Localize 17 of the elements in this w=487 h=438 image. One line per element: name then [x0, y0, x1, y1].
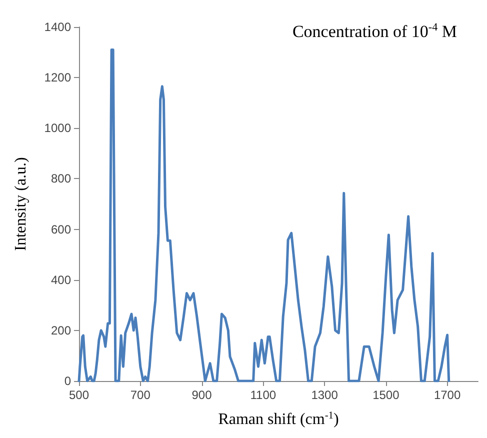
line-series — [78, 48, 450, 382]
y-tick-label: 800 — [50, 172, 72, 186]
y-tick-label: 200 — [50, 323, 72, 338]
x-tick-label: 1700 — [434, 388, 461, 402]
x-tick-label: 700 — [130, 388, 151, 402]
x-tick-label: 500 — [68, 388, 90, 402]
x-tick-label: 1500 — [372, 388, 400, 402]
x-tick-label: 1100 — [250, 388, 276, 402]
y-tick-label: 1400 — [44, 20, 72, 34]
x-tick-label: 900 — [192, 388, 212, 402]
y-tick-label: 600 — [50, 222, 72, 236]
y-tick-label: 0 — [64, 374, 72, 388]
y-tick-label: 400 — [50, 272, 72, 287]
y-tick-label: 1000 — [44, 121, 72, 136]
x-tick-label: 1300 — [311, 388, 338, 402]
y-tick-label: 1200 — [44, 70, 72, 85]
y-axis-title: Intensity (a.u.) — [12, 157, 30, 251]
